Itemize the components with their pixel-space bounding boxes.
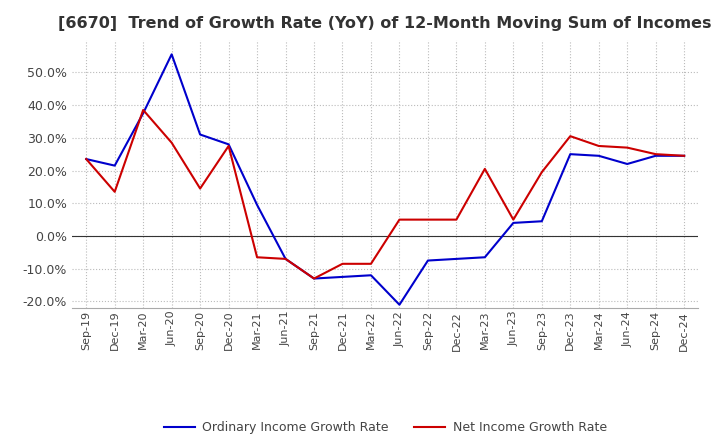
Net Income Growth Rate	[253, 255, 261, 260]
Net Income Growth Rate	[167, 140, 176, 145]
Ordinary Income Growth Rate	[566, 151, 575, 157]
Net Income Growth Rate	[139, 107, 148, 113]
Net Income Growth Rate	[196, 186, 204, 191]
Net Income Growth Rate	[282, 256, 290, 261]
Ordinary Income Growth Rate	[509, 220, 518, 226]
Net Income Growth Rate	[652, 151, 660, 157]
Net Income Growth Rate	[623, 145, 631, 150]
Ordinary Income Growth Rate	[196, 132, 204, 137]
Ordinary Income Growth Rate	[338, 274, 347, 279]
Net Income Growth Rate	[366, 261, 375, 267]
Net Income Growth Rate	[680, 153, 688, 158]
Line: Net Income Growth Rate: Net Income Growth Rate	[86, 110, 684, 279]
Ordinary Income Growth Rate	[595, 153, 603, 158]
Net Income Growth Rate	[537, 169, 546, 175]
Ordinary Income Growth Rate	[167, 51, 176, 57]
Net Income Growth Rate	[480, 166, 489, 172]
Legend: Ordinary Income Growth Rate, Net Income Growth Rate: Ordinary Income Growth Rate, Net Income …	[158, 416, 612, 439]
Net Income Growth Rate	[225, 143, 233, 149]
Ordinary Income Growth Rate	[680, 153, 688, 158]
Ordinary Income Growth Rate	[110, 163, 119, 168]
Line: Ordinary Income Growth Rate: Ordinary Income Growth Rate	[86, 54, 684, 305]
Ordinary Income Growth Rate	[282, 256, 290, 261]
Net Income Growth Rate	[310, 276, 318, 281]
Ordinary Income Growth Rate	[310, 276, 318, 281]
Ordinary Income Growth Rate	[423, 258, 432, 263]
Ordinary Income Growth Rate	[82, 157, 91, 162]
Ordinary Income Growth Rate	[395, 302, 404, 308]
Net Income Growth Rate	[423, 217, 432, 222]
Ordinary Income Growth Rate	[366, 273, 375, 278]
Ordinary Income Growth Rate	[225, 142, 233, 147]
Title: [6670]  Trend of Growth Rate (YoY) of 12-Month Moving Sum of Incomes: [6670] Trend of Growth Rate (YoY) of 12-…	[58, 16, 712, 32]
Net Income Growth Rate	[110, 189, 119, 194]
Ordinary Income Growth Rate	[537, 219, 546, 224]
Net Income Growth Rate	[82, 157, 91, 162]
Net Income Growth Rate	[566, 133, 575, 139]
Ordinary Income Growth Rate	[139, 110, 148, 116]
Ordinary Income Growth Rate	[253, 202, 261, 208]
Ordinary Income Growth Rate	[452, 256, 461, 261]
Ordinary Income Growth Rate	[480, 255, 489, 260]
Net Income Growth Rate	[509, 217, 518, 222]
Net Income Growth Rate	[452, 217, 461, 222]
Ordinary Income Growth Rate	[623, 161, 631, 167]
Net Income Growth Rate	[395, 217, 404, 222]
Net Income Growth Rate	[338, 261, 347, 267]
Net Income Growth Rate	[595, 143, 603, 149]
Ordinary Income Growth Rate	[652, 153, 660, 158]
